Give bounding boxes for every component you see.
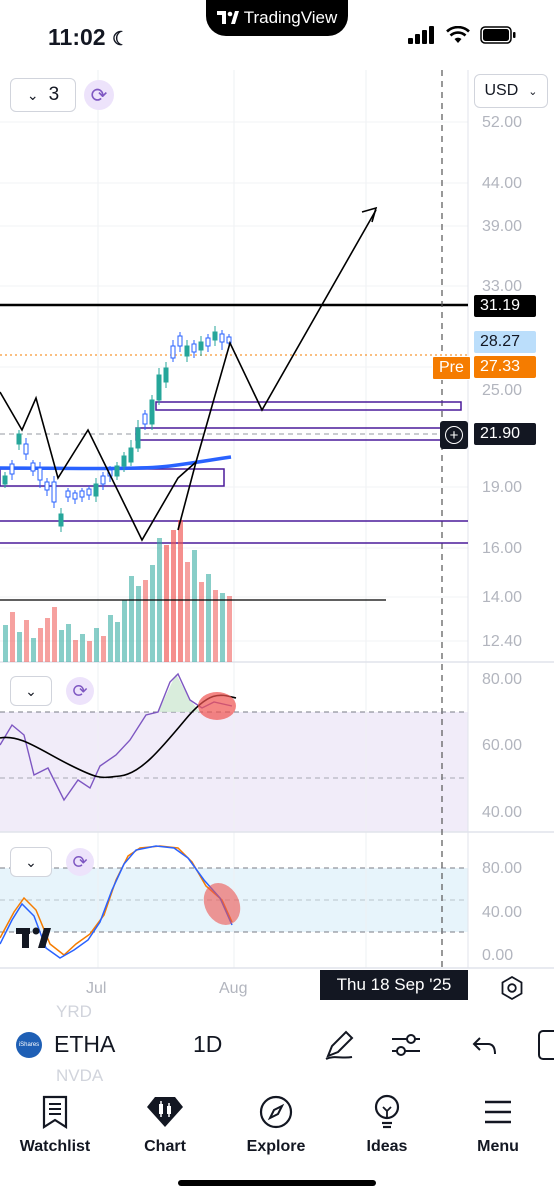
symbol-toolbar: YRD iShares ETHA NVDA 1D bbox=[0, 1002, 554, 1085]
price-axis-label: 44.00 bbox=[482, 175, 523, 192]
price-axis-label: 52.00 bbox=[482, 114, 523, 131]
level-price-tag: 31.19 bbox=[474, 295, 536, 317]
tab-label: Explore bbox=[246, 1138, 306, 1155]
stoch-axis-label: 0.00 bbox=[482, 947, 514, 964]
rsi-axis-label: 40.00 bbox=[482, 804, 523, 821]
tradingview-logo-icon bbox=[216, 11, 239, 24]
tab-label: Chart bbox=[144, 1138, 186, 1155]
chart-settings-icon[interactable] bbox=[498, 974, 526, 1002]
price-axis-label: 14.00 bbox=[482, 589, 523, 606]
stoch-k-line bbox=[0, 845, 233, 959]
refresh-icon[interactable]: ⟳ bbox=[84, 80, 114, 110]
currency-label: USD bbox=[484, 82, 519, 99]
price-axis-label: 25.00 bbox=[482, 382, 523, 399]
battery-icon bbox=[480, 26, 516, 44]
status-bar: 11:02 ☾ TradingView bbox=[0, 0, 554, 70]
watchlist-icon bbox=[42, 1095, 68, 1129]
pre-market-price-tag: 27.33 bbox=[474, 356, 536, 378]
clock-text: 11:02 bbox=[48, 24, 106, 50]
arrow-head-icon bbox=[361, 206, 378, 223]
price-axis-label: 16.00 bbox=[482, 540, 523, 557]
wifi-icon bbox=[446, 26, 470, 43]
pre-market-label: Pre bbox=[432, 356, 471, 380]
status-time: 11:02 ☾ bbox=[48, 24, 129, 51]
tab-label: Menu bbox=[477, 1138, 519, 1155]
chart-icon bbox=[147, 1097, 183, 1127]
stoch-axis-label: 80.00 bbox=[482, 860, 523, 877]
tab-explore[interactable]: Explore bbox=[221, 1092, 331, 1156]
faded-symbol-below: NVDA bbox=[56, 1066, 104, 1085]
rsi-line bbox=[0, 672, 233, 802]
home-indicator[interactable] bbox=[178, 1180, 376, 1186]
projection-path-drawing[interactable] bbox=[0, 209, 377, 542]
last-price-tag: 28.27 bbox=[474, 331, 536, 353]
chevron-down-icon: ⌄ bbox=[26, 86, 39, 103]
stoch-highlight-marker[interactable] bbox=[197, 877, 248, 932]
tab-menu[interactable]: Menu bbox=[443, 1092, 553, 1156]
chevron-down-icon: ⌄ bbox=[528, 85, 538, 98]
island-label: TradingView bbox=[243, 8, 338, 27]
bottom-tab-bar: Watchlist Chart Explore Ideas Menu bbox=[0, 1074, 554, 1199]
dynamic-island: TradingView bbox=[206, 0, 348, 36]
tab-label: Ideas bbox=[366, 1138, 408, 1155]
interval-button[interactable]: 1D bbox=[193, 1031, 223, 1057]
price-axis-label: 39.00 bbox=[482, 218, 523, 235]
stoch-axis-label: 40.00 bbox=[482, 904, 523, 921]
lightbulb-icon bbox=[374, 1094, 400, 1129]
chevron-down-icon: ⌄ bbox=[25, 853, 37, 870]
time-axis-label-jul: Jul bbox=[86, 980, 107, 997]
tab-chart[interactable]: Chart bbox=[110, 1092, 220, 1156]
chevron-down-icon: ⌄ bbox=[25, 682, 37, 699]
moving-average-line bbox=[0, 455, 232, 471]
stoch-collapse-button[interactable]: ⌄ bbox=[10, 847, 52, 877]
rsi-collapse-button[interactable]: ⌄ bbox=[10, 676, 52, 706]
cursor-date-tag: Thu 18 Sep '25 bbox=[320, 970, 468, 1000]
time-axis-label-aug: Aug bbox=[219, 980, 248, 997]
currency-select[interactable]: USD ⌄ bbox=[474, 74, 548, 108]
zone-rectangle-1[interactable] bbox=[155, 401, 462, 411]
symbol-logo: iShares bbox=[16, 1032, 42, 1058]
status-icons bbox=[408, 26, 516, 44]
candlesticks bbox=[2, 326, 232, 532]
indicators-sliders-icon[interactable] bbox=[390, 1030, 422, 1065]
rsi-axis-label: 80.00 bbox=[482, 671, 523, 688]
stoch-refresh-icon[interactable]: ⟳ bbox=[66, 848, 94, 876]
indicator-collapse-button[interactable]: ⌄ 3 bbox=[10, 78, 76, 112]
tab-watchlist[interactable]: Watchlist bbox=[0, 1092, 110, 1156]
fullscreen-icon[interactable] bbox=[538, 1030, 554, 1060]
drawing-tool-pen-icon[interactable] bbox=[322, 1028, 356, 1067]
chart-canvas[interactable] bbox=[0, 70, 554, 1002]
indicator-count: 3 bbox=[48, 84, 60, 105]
symbol-logo-text: iShares bbox=[18, 1042, 40, 1048]
tradingview-watermark-icon bbox=[16, 927, 51, 948]
moon-icon: ☾ bbox=[111, 29, 129, 50]
undo-icon[interactable] bbox=[472, 1034, 498, 1063]
compass-icon bbox=[259, 1095, 293, 1129]
rsi-refresh-icon[interactable]: ⟳ bbox=[66, 677, 94, 705]
symbol-name-button[interactable]: ETHA bbox=[54, 1031, 116, 1057]
tab-label: Watchlist bbox=[19, 1138, 91, 1155]
menu-icon bbox=[485, 1100, 511, 1124]
add-alert-plus-icon[interactable]: + bbox=[440, 421, 468, 449]
rsi-axis-label: 60.00 bbox=[482, 737, 523, 754]
rsi-highlight-marker[interactable] bbox=[198, 692, 236, 720]
price-axis-label: 12.40 bbox=[482, 633, 523, 650]
tab-ideas[interactable]: Ideas bbox=[332, 1092, 442, 1156]
cursor-price-tag: 21.90 bbox=[474, 423, 536, 445]
price-axis-label: 33.00 bbox=[482, 278, 523, 295]
faded-symbol-above: YRD bbox=[56, 1002, 92, 1021]
price-axis-label: 19.00 bbox=[482, 479, 523, 496]
signal-icon bbox=[408, 26, 434, 44]
